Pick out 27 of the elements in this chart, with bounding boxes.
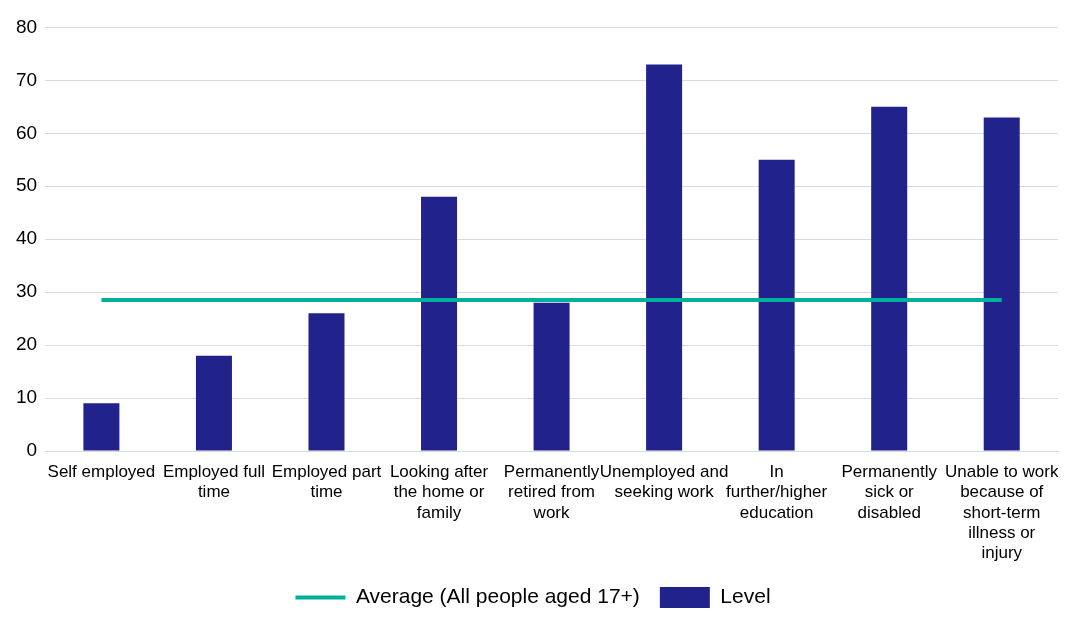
x-tick-label: Permanently sick or disabled <box>841 461 938 522</box>
y-tick-label: 0 <box>26 439 38 461</box>
x-tick-label: Permanently retired from work <box>503 461 600 522</box>
bar <box>308 313 345 451</box>
y-tick-label: 10 <box>15 386 38 408</box>
y-tick-label: 20 <box>15 333 38 355</box>
x-tick-label: Looking after the home or family <box>389 461 489 522</box>
bar <box>871 106 908 451</box>
y-tick-label: 80 <box>15 15 38 37</box>
y-tick-label: 60 <box>15 121 38 143</box>
x-tick-label: Unable to work because of short-term illness or injury <box>945 461 1059 563</box>
bar <box>83 403 120 451</box>
bar <box>646 64 683 451</box>
legend-label: Average (All people aged 17+) <box>355 584 640 608</box>
y-tick-label: 30 <box>15 280 38 302</box>
x-tick-label: Employed part time <box>271 461 382 502</box>
bar <box>533 302 570 451</box>
bar <box>983 117 1020 451</box>
bar <box>421 196 458 451</box>
legend-label: Level <box>720 584 771 608</box>
x-tick-label: Employed full time <box>162 461 265 502</box>
y-tick-label: 50 <box>15 174 38 196</box>
bar <box>758 159 795 451</box>
x-tick-label: Self employed <box>47 461 156 481</box>
bar <box>195 355 232 451</box>
y-tick-label: 40 <box>15 227 38 249</box>
y-tick-label: 70 <box>15 68 38 90</box>
